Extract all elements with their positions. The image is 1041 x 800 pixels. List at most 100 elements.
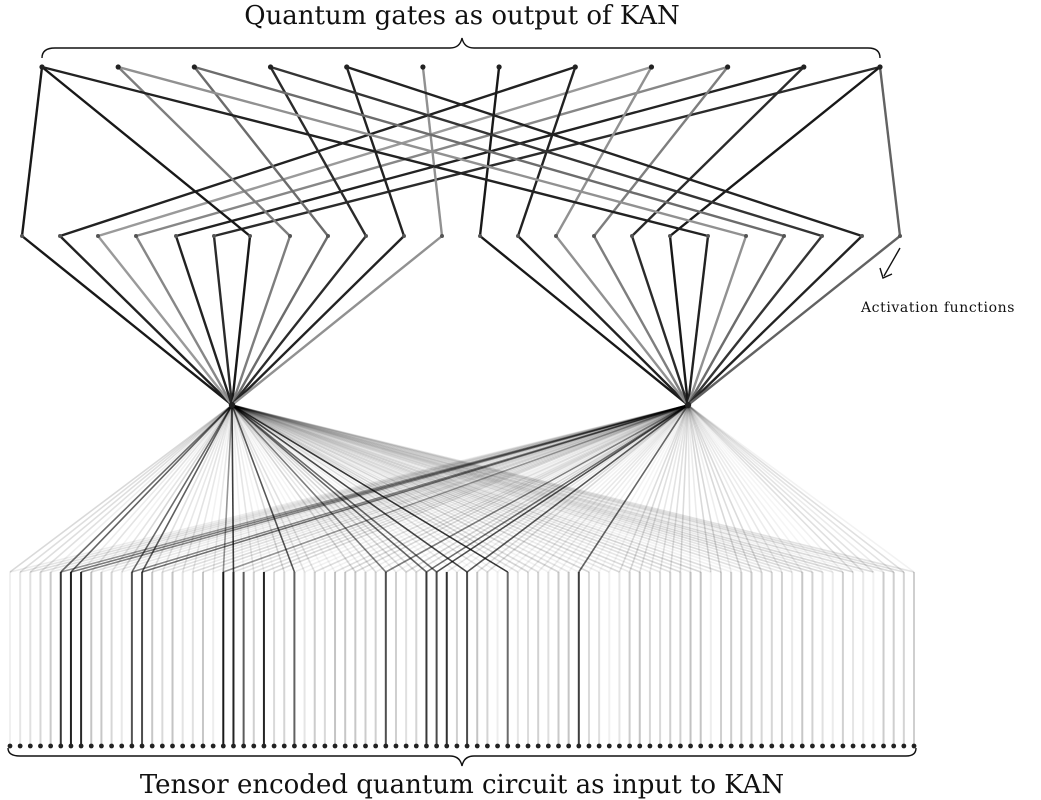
input-hidden-edge (687, 404, 692, 573)
input-hidden-edge (182, 404, 689, 573)
input-hidden-edge (687, 404, 844, 573)
input-hidden-edge (231, 404, 580, 573)
input-hidden-edge (111, 404, 689, 573)
hidden-activation-edge (212, 235, 234, 406)
input-hidden-edge (456, 404, 689, 573)
input-hidden-edge (365, 404, 689, 573)
activation-node (96, 234, 100, 238)
activation-output-edge (117, 65, 747, 238)
input-hidden-edge (231, 404, 651, 573)
input-hidden-edge (161, 404, 233, 573)
input-hidden-edge (231, 404, 590, 573)
input-node (769, 743, 775, 749)
input-hidden-edge (222, 404, 233, 573)
input-hidden-edge (687, 404, 753, 573)
input-node (860, 743, 866, 749)
output-node (496, 64, 502, 70)
bottom-brace (7, 747, 917, 767)
input-hidden-edge (231, 404, 539, 573)
input-node (881, 743, 886, 749)
input-node (159, 743, 165, 749)
input-node (413, 743, 419, 749)
input-node (596, 743, 602, 749)
input-hidden-edge (231, 404, 529, 573)
input-node (484, 743, 490, 749)
input-hidden-edge (30, 404, 689, 573)
input-node (271, 743, 277, 749)
input-hidden-edge (578, 404, 689, 573)
input-node (149, 743, 155, 749)
input-hidden-edge (687, 404, 895, 573)
input-hidden-edge (687, 404, 803, 573)
input-hidden-edge (231, 404, 844, 573)
activation-node (706, 234, 710, 238)
hidden-node (684, 401, 692, 409)
input-hidden-edge (231, 404, 915, 573)
input-hidden-edge (687, 404, 814, 573)
activation-output-edge (593, 66, 729, 237)
input-hidden-edge (131, 404, 233, 573)
hidden-activation-edge (555, 235, 689, 406)
input-hidden-edge (231, 404, 468, 573)
activation-node (592, 234, 596, 238)
hidden-activation-edge (687, 235, 863, 406)
activation-node (782, 234, 786, 238)
input-node (545, 743, 551, 749)
input-hidden-edge (405, 404, 689, 573)
activation-node (630, 234, 634, 238)
input-hidden-edge (202, 404, 233, 573)
activation-output-edge (41, 66, 251, 237)
input-hidden-edge (231, 404, 884, 573)
input-hidden-edge (231, 404, 732, 573)
input-hidden-edge (231, 404, 509, 573)
input-hidden-edge (231, 404, 864, 573)
activation-node (516, 234, 520, 238)
input-hidden-edge (231, 404, 296, 573)
input-hidden-edge (231, 404, 620, 573)
input-hidden-edge (659, 404, 689, 573)
input-hidden-edge (223, 404, 689, 573)
input-hidden-edge (231, 404, 235, 573)
input-node (139, 743, 145, 749)
input-hidden-edge (231, 404, 265, 573)
input-hidden-edge (687, 404, 915, 573)
input-hidden-edge (121, 404, 689, 573)
hidden-activation-edge (630, 235, 690, 406)
input-hidden-edge (283, 404, 689, 573)
input-hidden-edge (273, 404, 689, 573)
output-node (191, 64, 197, 70)
input-hidden-edge (231, 404, 813, 573)
input-node (911, 743, 917, 749)
input-hidden-edge (233, 404, 689, 573)
input-hidden-edge (121, 404, 233, 573)
input-node (759, 743, 765, 749)
input-hidden-edge (231, 404, 275, 573)
input-node (190, 743, 196, 749)
input-hidden-edge (385, 404, 689, 573)
input-hidden-edge (687, 404, 702, 573)
input-hidden-edge (192, 404, 689, 573)
input-hidden-edge (231, 404, 803, 573)
input-hidden-edge (231, 404, 610, 573)
input-node (170, 743, 175, 749)
hidden-activation-edge (592, 235, 690, 406)
input-hidden-edge (231, 404, 245, 573)
input-hidden-edge (687, 404, 783, 573)
input-node (180, 743, 186, 749)
input-node (606, 743, 612, 749)
input-hidden-edge (231, 404, 367, 573)
input-hidden-edge (212, 404, 233, 573)
hidden-to-activation-edges-layer (21, 235, 901, 406)
input-node (830, 743, 836, 749)
input-hidden-edge (243, 404, 689, 573)
input-node (515, 743, 521, 749)
input-hidden-edge (231, 404, 905, 573)
input-node (850, 743, 856, 749)
activation-node (440, 234, 444, 238)
activation-node (860, 234, 864, 238)
input-hidden-edge (231, 404, 478, 573)
activation-node (820, 234, 824, 238)
input-node (393, 743, 399, 749)
input-node (718, 743, 724, 749)
